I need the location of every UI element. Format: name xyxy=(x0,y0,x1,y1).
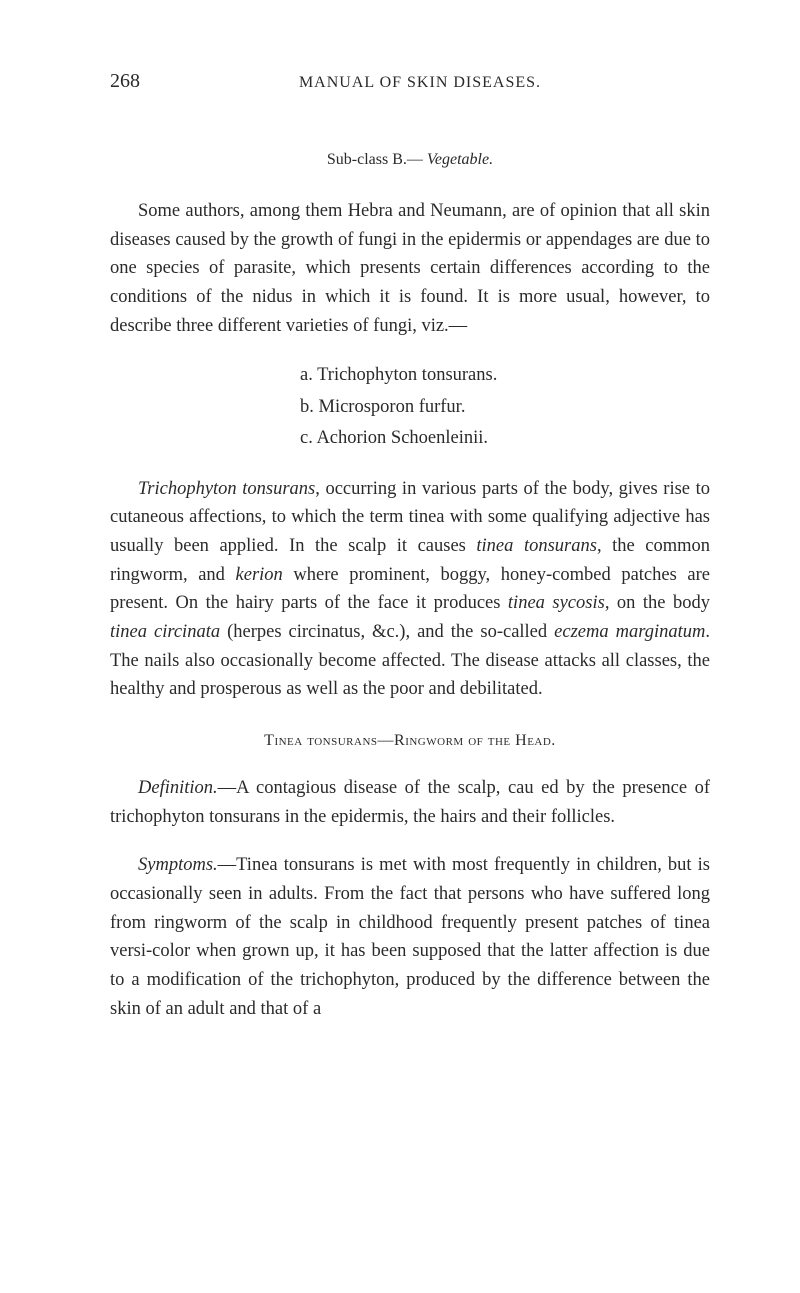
para2-term5: tinea circinata xyxy=(110,622,220,642)
para2-term4: tinea sycosis xyxy=(508,593,605,613)
page-number: 268 xyxy=(110,70,140,93)
page-header: 268 MANUAL OF SKIN DISEASES. xyxy=(110,70,710,93)
running-title: MANUAL OF SKIN DISEASES. xyxy=(230,74,610,92)
paragraph-2: Trichophyton tonsurans, occurring in var… xyxy=(110,475,710,704)
list-item-b: b. Microsporon furfur. xyxy=(300,392,710,423)
para4-term: Symptoms. xyxy=(138,855,218,875)
paragraph-3: Definition.—A contagious disease of the … xyxy=(110,774,710,831)
paragraph-4: Symptoms.—Tinea tonsurans is met with mo… xyxy=(110,851,710,1023)
para2-term3: kerion xyxy=(236,565,283,585)
list-block: a. Trichophyton tonsurans. b. Microsporo… xyxy=(300,360,710,454)
para2-term6: eczema marginatum xyxy=(554,622,705,642)
list-item-c: c. Achorion Schoenleinii. xyxy=(300,423,710,454)
para4-text: —Tinea tonsurans is met with most freque… xyxy=(110,855,710,1018)
subclass-label: Sub-class B.— xyxy=(327,151,427,168)
section-heading: Tinea tonsurans—Ringworm of the Head. xyxy=(110,732,710,750)
paragraph-1: Some authors, among them Hebra and Neuma… xyxy=(110,197,710,340)
para2-text4: , on the body xyxy=(605,593,710,613)
para2-term2: tinea tonsurans xyxy=(476,536,597,556)
list-item-a: a. Trichophyton tonsurans. xyxy=(300,360,710,391)
para3-term: Definition. xyxy=(138,778,218,798)
subclass-italic: Vegetable. xyxy=(427,151,493,168)
para2-text5: (herpes circinatus, &c.), and the so-cal… xyxy=(220,622,554,642)
subclass-heading: Sub-class B.— Vegetable. xyxy=(110,151,710,169)
para2-term1: Trichophyton tonsurans xyxy=(138,479,315,499)
